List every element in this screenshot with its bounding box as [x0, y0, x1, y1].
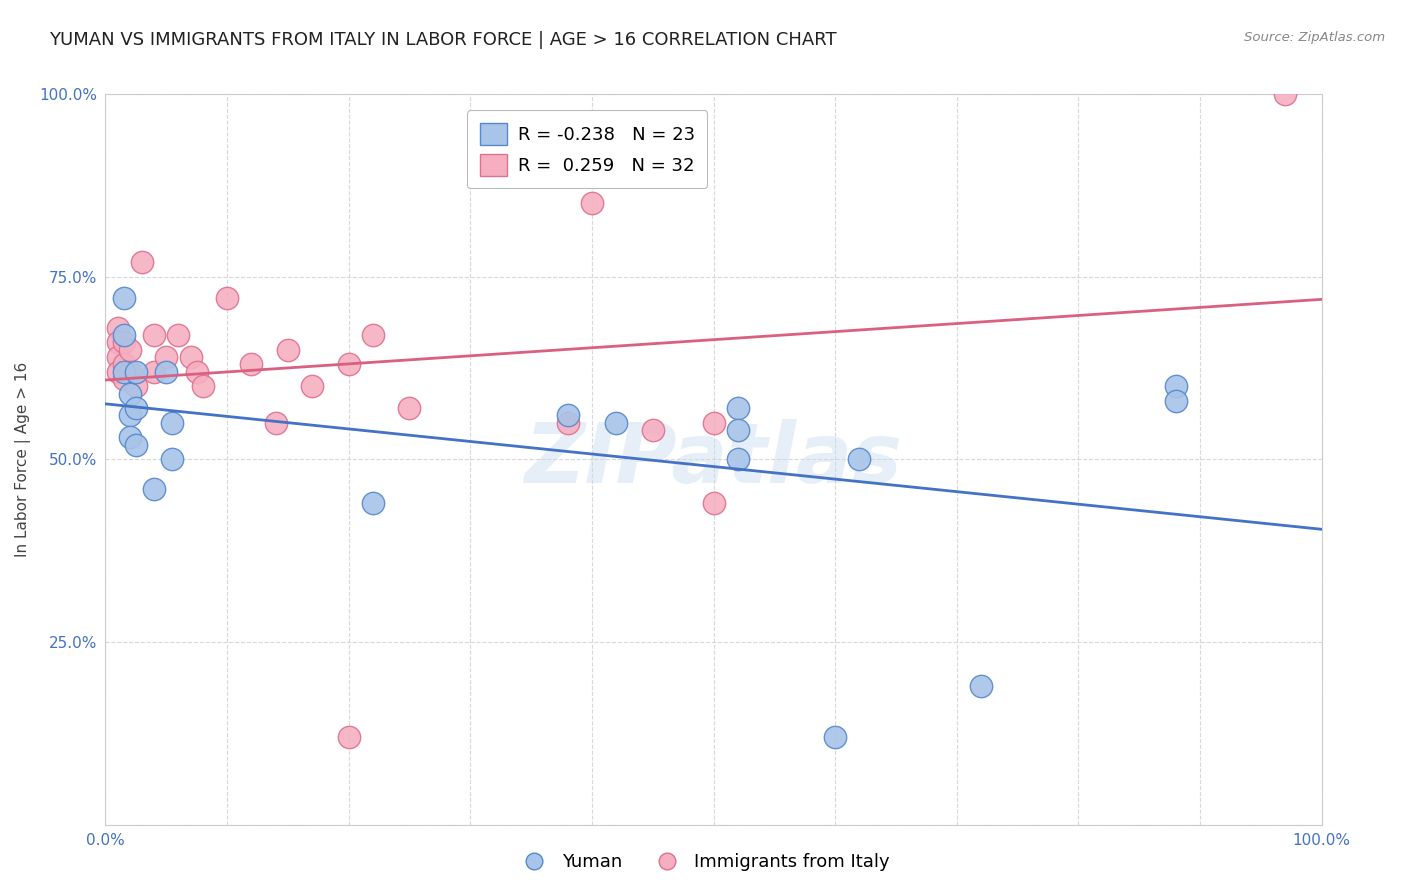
Point — [125, 379, 148, 393]
Point — [143, 482, 166, 496]
Legend: R = -0.238   N = 23, R =  0.259   N = 32: R = -0.238 N = 23, R = 0.259 N = 32 — [467, 110, 707, 188]
Point — [186, 365, 208, 379]
Point — [557, 409, 579, 423]
Point — [581, 196, 603, 211]
Point — [605, 416, 627, 430]
Point — [191, 379, 214, 393]
Point — [125, 438, 148, 452]
Point — [118, 409, 141, 423]
Point — [143, 328, 166, 343]
Point — [848, 452, 870, 467]
Point — [162, 416, 184, 430]
Point — [264, 416, 287, 430]
Point — [125, 401, 148, 416]
Point — [162, 452, 184, 467]
Point — [112, 335, 135, 350]
Point — [1164, 379, 1187, 393]
Point — [727, 401, 749, 416]
Point — [112, 365, 135, 379]
Point — [970, 679, 993, 693]
Point — [107, 320, 129, 334]
Point — [727, 452, 749, 467]
Point — [361, 496, 384, 510]
Point — [277, 343, 299, 357]
Point — [118, 343, 141, 357]
Point — [180, 350, 202, 364]
Text: ZIPatlas: ZIPatlas — [524, 419, 903, 500]
Point — [112, 328, 135, 343]
Point — [143, 365, 166, 379]
Point — [217, 292, 239, 306]
Point — [155, 365, 177, 379]
Point — [727, 423, 749, 437]
Point — [557, 416, 579, 430]
Point — [107, 335, 129, 350]
Point — [641, 423, 664, 437]
Point — [155, 350, 177, 364]
Legend: Yuman, Immigrants from Italy: Yuman, Immigrants from Italy — [509, 847, 897, 879]
Point — [112, 357, 135, 371]
Point — [167, 328, 190, 343]
Point — [107, 350, 129, 364]
Point — [107, 365, 129, 379]
Text: Source: ZipAtlas.com: Source: ZipAtlas.com — [1244, 31, 1385, 45]
Point — [118, 365, 141, 379]
Point — [1274, 87, 1296, 101]
Point — [112, 372, 135, 386]
Text: YUMAN VS IMMIGRANTS FROM ITALY IN LABOR FORCE | AGE > 16 CORRELATION CHART: YUMAN VS IMMIGRANTS FROM ITALY IN LABOR … — [49, 31, 837, 49]
Point — [118, 386, 141, 401]
Point — [301, 379, 323, 393]
Point — [824, 731, 846, 745]
Point — [702, 416, 725, 430]
Point — [702, 496, 725, 510]
Point — [112, 292, 135, 306]
Point — [118, 430, 141, 444]
Point — [337, 731, 360, 745]
Point — [131, 255, 153, 269]
Point — [337, 357, 360, 371]
Point — [398, 401, 420, 416]
Point — [125, 365, 148, 379]
Point — [240, 357, 263, 371]
Y-axis label: In Labor Force | Age > 16: In Labor Force | Age > 16 — [15, 362, 31, 557]
Point — [1164, 393, 1187, 408]
Point — [361, 328, 384, 343]
